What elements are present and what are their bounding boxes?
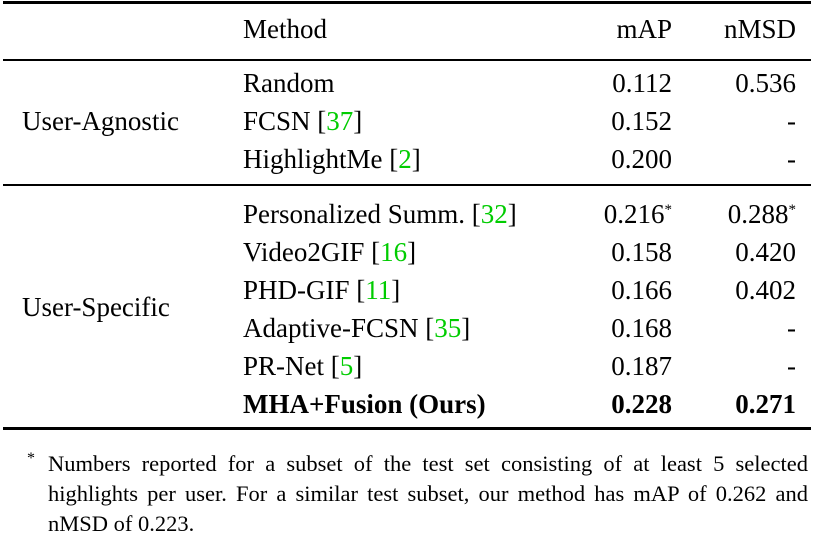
header-map: mAP: [616, 14, 672, 44]
citation-link[interactable]: 32: [480, 199, 508, 229]
row-map-fcsn: 0.152: [611, 106, 672, 136]
method-name: Video2GIF: [243, 237, 365, 267]
row-map-phd-gif: 0.166: [611, 275, 672, 305]
group-label-user-agnostic: User-Agnostic: [22, 106, 179, 136]
citation-link[interactable]: 37: [326, 106, 354, 136]
row-method-fcsn: FCSN [37]: [243, 106, 363, 136]
row-map-ours: 0.228: [611, 389, 672, 419]
row-map-highlightme: 0.200: [611, 144, 672, 174]
row-method-personalized-summ: Personalized Summ. [32]: [243, 199, 517, 229]
row-method-ours: MHA+Fusion (Ours): [243, 388, 486, 420]
citation-link[interactable]: 16: [380, 237, 408, 267]
bottom-rule: [3, 427, 811, 430]
row-method-phd-gif: PHD-GIF [11]: [243, 275, 401, 305]
row-map-random: 0.112: [612, 68, 672, 98]
row-nmsd-adaptive-fcsn: -: [787, 313, 796, 343]
row-map-adaptive-fcsn: 0.168: [611, 313, 672, 343]
method-name: HighlightMe: [243, 144, 383, 174]
row-nmsd-random: 0.536: [735, 68, 796, 98]
asterisk-marker: *: [664, 202, 673, 218]
asterisk-marker: *: [788, 202, 797, 218]
top-rule: [3, 1, 811, 4]
group-rule: [3, 184, 811, 186]
citation-link[interactable]: 11: [365, 275, 392, 305]
footnote-text: Numbers reported for a subset of the tes…: [48, 451, 808, 536]
row-nmsd-phd-gif: 0.402: [735, 275, 796, 305]
method-name: Random: [243, 68, 335, 98]
method-name: FCSN: [243, 106, 311, 136]
row-nmsd-highlightme: -: [787, 144, 796, 174]
method-name: Personalized Summ.: [243, 199, 465, 229]
row-method-video2gif: Video2GIF [16]: [243, 237, 417, 267]
header-nmsd: nMSD: [723, 14, 796, 44]
row-nmsd-ours: 0.271: [735, 389, 796, 419]
row-map-pr-net: 0.187: [611, 351, 672, 381]
value: 0.216: [603, 199, 665, 229]
citation-link[interactable]: 35: [434, 313, 462, 343]
citation-link[interactable]: 2: [398, 144, 412, 174]
method-name: PHD-GIF: [243, 275, 350, 305]
row-map-personalized-summ: 0.216*: [604, 198, 672, 230]
row-method-highlightme: HighlightMe [2]: [243, 144, 421, 174]
header-rule: [3, 59, 811, 61]
group-label-user-specific: User-Specific: [22, 292, 170, 322]
row-method-adaptive-fcsn: Adaptive-FCSN [35]: [243, 313, 471, 343]
row-method-pr-net: PR-Net [5]: [243, 351, 363, 381]
header-method: Method: [243, 14, 327, 44]
value: 0.288: [727, 199, 789, 229]
footnote-marker: *: [27, 450, 35, 467]
method-name: MHA+Fusion (Ours): [243, 389, 486, 419]
row-nmsd-video2gif: 0.420: [735, 237, 796, 267]
row-nmsd-personalized-summ: 0.288*: [728, 198, 796, 230]
method-name: Adaptive-FCSN: [243, 313, 419, 343]
row-map-video2gif: 0.158: [611, 237, 672, 267]
citation-link[interactable]: 5: [339, 351, 354, 381]
row-nmsd-fcsn: -: [787, 106, 796, 136]
row-method-random: Random: [243, 67, 335, 99]
method-name: PR-Net: [243, 351, 324, 381]
row-nmsd-pr-net: -: [787, 351, 796, 381]
